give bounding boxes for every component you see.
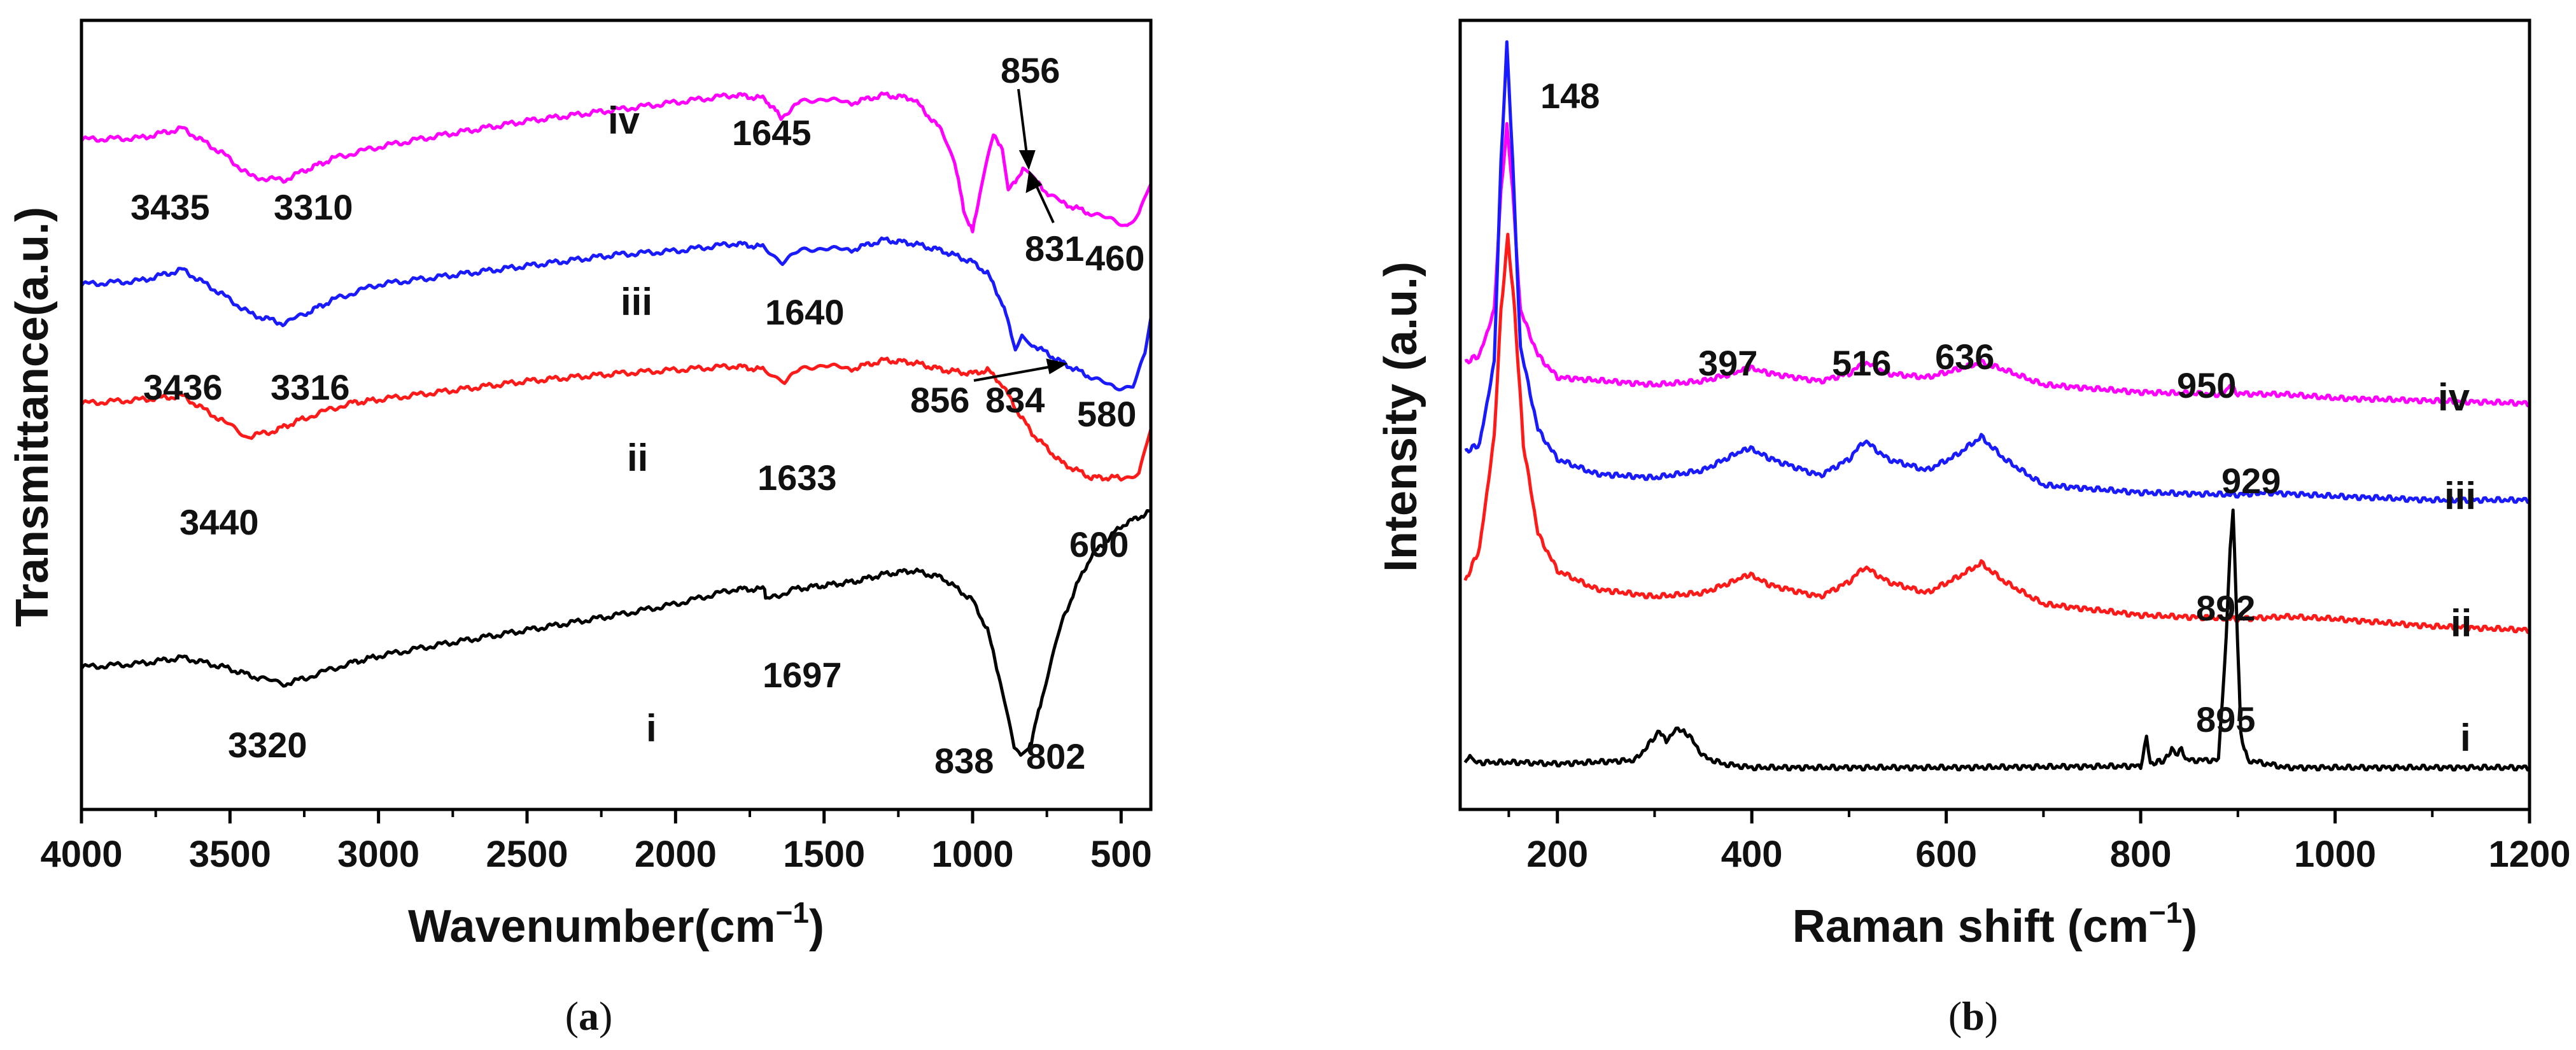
panel-a-peak-label: 802 [1026,736,1085,776]
panel-a-x-tick-label: 2000 [635,834,717,875]
panel-a-peak-label: 3320 [228,725,307,765]
panel-b-x-tick-label: 600 [1915,834,1977,875]
panel-a-peak-label: 3316 [271,367,350,407]
panel-a-arrow-831-iv [1025,170,1055,223]
panel-b-series-line-i [1463,508,2531,772]
panel-a-peak-label: 856 [910,380,969,420]
panel-b-peak-label: 950 [2177,365,2236,405]
panel-a-x-axis-title-sup: −1 [776,896,809,929]
panel-a-peak-label: 600 [1069,524,1129,564]
panel-b-x-tick-label: 800 [2110,834,2172,875]
panel-b-series-line-iii [1464,40,2531,504]
panel-a-x-tick-label: 1000 [931,834,1013,875]
panel-a-peak-label: 1645 [732,113,812,153]
panel-a-arrow-856-iii [973,358,1068,382]
panel-b-x-axis-title-sup: −1 [2149,896,2182,929]
panel-a-series-line-ii [80,356,1153,482]
panel-a-plot-frame [80,18,1153,811]
panel-b-x-ticks: 200 400 600 800 1000 1200 [1507,809,2571,875]
panel-b-x-axis-title-close: ) [2182,901,2197,952]
panel-b-peak-label: 636 [1935,337,1994,377]
panel-b-peak-label: 397 [1698,343,1757,383]
panel-b-peak-label: 892 [2196,588,2255,628]
panel-b-series-label-ii: ii [2451,602,2472,645]
panel-a-peak-label: 580 [1077,394,1136,434]
panel-a-peak-label: 856 [1001,50,1060,90]
panel-b-x-axis-title-main: Raman shift (cm [1792,901,2149,952]
panel-b-series-label-i: i [2460,717,2471,759]
panel-b-caption: (b) [1948,993,1998,1039]
panel-a-arrow-856-iv [1017,88,1036,171]
panel-a-x-tick-label: 500 [1090,834,1152,875]
panel-a-series-line-i [80,509,1151,757]
panel-a-peak-label: 3436 [143,367,223,407]
panel-a-series-line-iii [80,236,1153,392]
panel-a-peak-label: 1697 [763,655,842,695]
panel-b-series-group [1463,40,2531,772]
panel-a-series-label-ii: ii [627,437,648,479]
panel-a-x-ticks: 4000 3500 3000 2500 2000 1500 1000 500 [40,809,1152,875]
panel-b-series-label-iv: iv [2438,376,2470,419]
panel-a-x-tick-label: 2500 [486,834,568,875]
panel-a-x-axis-title-main: Wavenumber(cm [408,901,775,952]
panel-b-peak-label: 929 [2221,461,2281,501]
panel-a-x-tick-label: 3000 [337,834,419,875]
panel-b-peak-label: 148 [1540,76,1600,116]
panel-b-x-tick-label: 1000 [2294,834,2376,875]
panel-b-x-tick-label: 400 [1721,834,1783,875]
panel-a-series-group [80,91,1153,757]
panel-a-series-label-i: i [646,707,657,750]
panel-b-x-axis-title: Raman shift (cm−1) [1792,896,2198,952]
panel-a-caption: (a) [565,993,613,1039]
panel-b-plot-frame [1458,18,2531,811]
panel-b-x-tick-label: 200 [1526,834,1588,875]
panel-a-peak-label: 3310 [274,187,353,227]
panel-a-peak-label: 3435 [130,187,210,227]
panel-a-x-tick-label: 3500 [189,834,271,875]
panel-b-peak-label: 516 [1832,343,1891,383]
panel-a-x-tick-label: 1500 [783,834,865,875]
panel-a-x-axis-title: Wavenumber(cm−1) [408,896,824,952]
panel-a-series-label-iii: iii [621,281,652,323]
panel-a-peak-label: 831 [1025,228,1084,269]
panel-a-peak-label: 834 [985,380,1045,420]
panel-a-x-tick-label: 4000 [40,834,122,875]
panel-b-series-label-iii: iii [2444,475,2476,517]
panel-a-y-axis-title: Transmittance(a.u.) [7,207,58,627]
panel-b-peak-label: 895 [2196,699,2255,739]
panel-a-series-label-iv: iv [608,99,640,142]
panel-a-peak-label: 1640 [765,292,845,332]
panel-a-peak-label: 3440 [179,502,259,542]
panel-b-caption-letter: b [1962,993,1985,1039]
panel-b-raman-chart: Intensity (a.u.) 200 400 600 800 1000 1200 Ra… [1376,18,2571,1039]
panel-a-peak-label: 460 [1085,238,1144,278]
panel-a-ftir-chart: Transmittance(a.u.) 4000 3500 3000 2500 2000… [7,18,1153,1039]
panel-b-y-axis-title: Intensity (a.u.) [1376,262,1426,572]
panel-a-peak-label: 838 [934,741,994,781]
panel-a-series-line-iv [80,91,1153,234]
panel-a-caption-letter: a [579,993,599,1039]
panel-b-series-line-ii [1463,232,2531,634]
panel-b-series-line-iv [1464,122,2531,407]
panel-a-x-axis-title-close: ) [809,901,824,952]
panel-b-x-tick-label: 1200 [2488,834,2570,875]
panel-a-peak-label: 1633 [757,458,837,498]
